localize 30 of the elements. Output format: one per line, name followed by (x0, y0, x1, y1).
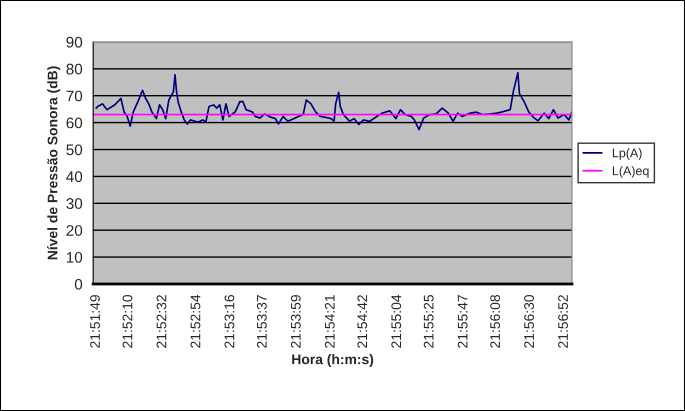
x-tick-label: 21:55:25 (424, 294, 434, 348)
x-tick-label: 21:55:47 (458, 295, 468, 348)
y-tick-label: 80 (66, 64, 82, 75)
x-tick-label: 21:55:04 (391, 294, 402, 348)
x-tick-label: 21:52:32 (156, 295, 166, 348)
y-tick-label: 40 (66, 171, 82, 182)
x-tick-label: 21:54:21 (324, 295, 335, 348)
x-tick-label: 21:52:10 (122, 294, 132, 348)
x-tick-label: 21:56:30 (524, 294, 534, 348)
legend-label: Lp(A) (612, 148, 642, 160)
y-axis-title: Nível de Pressão Sonora (dB) (47, 66, 60, 260)
y-tick-label: 90 (66, 36, 82, 48)
line-series (95, 72, 572, 130)
x-tick-label: 21:53:37 (256, 295, 267, 348)
x-tick-label: 21:53:59 (290, 295, 301, 348)
x-tick-label: 21:56:08 (490, 295, 500, 348)
y-tick-label: 10 (66, 252, 82, 263)
x-tick-label: 21:53:16 (224, 295, 234, 348)
y-tick-label: 70 (66, 90, 82, 102)
y-tick-label: 50 (66, 144, 82, 156)
x-tick-label: 21:52:54 (190, 294, 200, 348)
x-tick-label: 21:51:49 (90, 295, 100, 348)
y-tick-label: 30 (66, 198, 82, 209)
x-tick-label: 21:56:52 (558, 295, 568, 348)
x-tick-label: 21:54:42 (357, 295, 368, 348)
x-axis-title: Hora (h:m:s) (292, 354, 374, 367)
legend-label: L(A)eq (612, 166, 649, 178)
y-tick-label: 60 (66, 117, 82, 128)
y-tick-label: 0 (74, 278, 82, 290)
y-tick-label: 20 (66, 225, 82, 236)
